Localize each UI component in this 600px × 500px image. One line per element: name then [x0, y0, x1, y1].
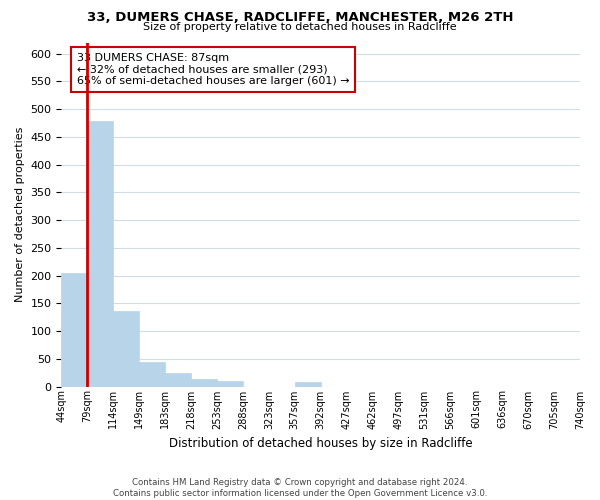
- Bar: [88, 120, 113, 386]
- Bar: [295, 382, 321, 386]
- Bar: [165, 372, 191, 386]
- Text: Contains HM Land Registry data © Crown copyright and database right 2024.
Contai: Contains HM Land Registry data © Crown c…: [113, 478, 487, 498]
- Bar: [113, 311, 139, 386]
- Y-axis label: Number of detached properties: Number of detached properties: [15, 127, 25, 302]
- Bar: [139, 362, 165, 386]
- Bar: [217, 381, 243, 386]
- Text: 33 DUMERS CHASE: 87sqm
← 32% of detached houses are smaller (293)
65% of semi-de: 33 DUMERS CHASE: 87sqm ← 32% of detached…: [77, 53, 350, 86]
- Bar: [61, 274, 88, 386]
- X-axis label: Distribution of detached houses by size in Radcliffe: Distribution of detached houses by size …: [169, 437, 473, 450]
- Text: 33, DUMERS CHASE, RADCLIFFE, MANCHESTER, M26 2TH: 33, DUMERS CHASE, RADCLIFFE, MANCHESTER,…: [87, 11, 513, 24]
- Bar: [191, 378, 217, 386]
- Text: Size of property relative to detached houses in Radcliffe: Size of property relative to detached ho…: [143, 22, 457, 32]
